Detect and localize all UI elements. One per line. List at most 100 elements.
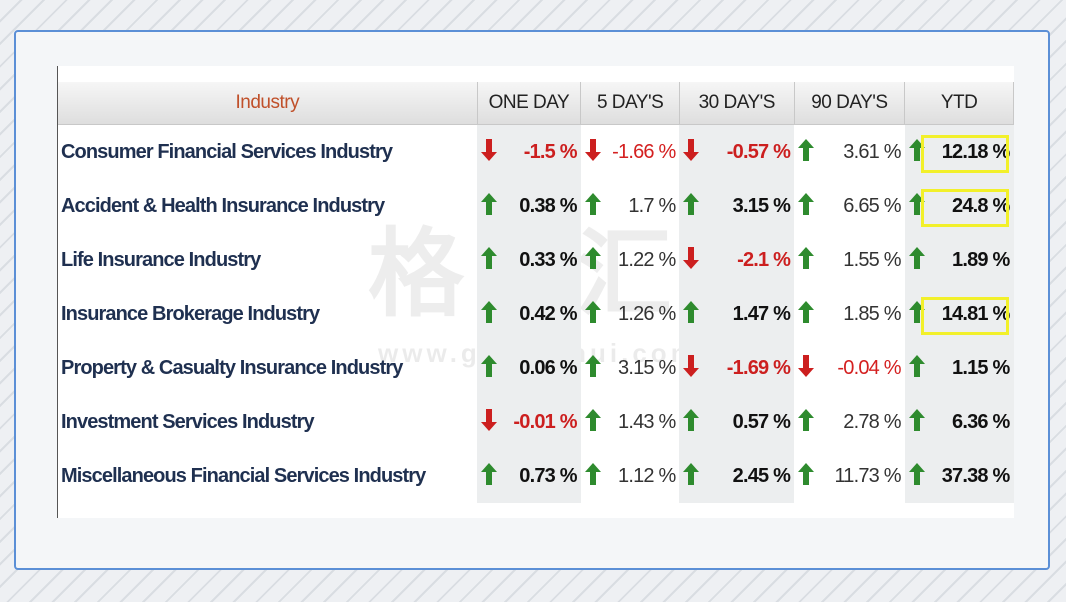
- arrow-up-icon: [683, 193, 700, 221]
- cell-5-days: 1.7 %: [581, 179, 680, 233]
- cell-value: -1.66 %: [612, 140, 676, 163]
- cell-value: 14.81 %: [941, 302, 1011, 325]
- cell-value: -0.04 %: [837, 356, 901, 379]
- cell-value: 1.26 %: [618, 302, 676, 325]
- cell-value: 6.65 %: [843, 194, 901, 217]
- cell-ytd: 37.38 %: [904, 449, 1014, 503]
- cell-30-days: 2.45 %: [679, 449, 795, 503]
- arrow-up-icon: [481, 301, 498, 329]
- arrow-up-icon: [481, 463, 498, 491]
- arrow-up-icon: [908, 247, 925, 275]
- arrow-up-icon: [798, 463, 815, 491]
- cell-value: 11.73 %: [834, 464, 901, 487]
- cell-value: 1.22 %: [618, 248, 676, 271]
- table-row: Insurance Brokerage Industry 0.42 % 1.26 %…: [58, 287, 1014, 341]
- cell-ytd: 6.36 %: [904, 395, 1014, 449]
- cell-90-days: 1.85 %: [794, 287, 905, 341]
- cell-value: 1.15 %: [952, 356, 1010, 379]
- header-30-days[interactable]: 30 DAY'S: [679, 82, 795, 125]
- arrow-down-icon: [584, 139, 601, 167]
- table-row: Miscellaneous Financial Services Industr…: [58, 449, 1014, 503]
- cell-one-day: 0.73 %: [477, 449, 581, 503]
- industry-performance-table: Industry ONE DAY 5 DAY'S 30 DAY'S 90 DAY…: [58, 82, 1014, 503]
- industry-name[interactable]: Accident & Health Insurance Industry: [61, 194, 385, 217]
- cell-value: -2.1 %: [737, 248, 791, 271]
- header-90-days[interactable]: 90 DAY'S: [794, 82, 906, 125]
- cell-one-day: -1.5 %: [477, 124, 581, 179]
- cell-value: 0.06 %: [519, 356, 577, 379]
- cell-one-day: -0.01 %: [477, 395, 581, 449]
- arrow-up-icon: [584, 355, 601, 383]
- cell-5-days: 1.12 %: [581, 449, 680, 503]
- industry-name[interactable]: Life Insurance Industry: [61, 248, 261, 271]
- cell-5-days: 1.43 %: [581, 395, 680, 449]
- cell-30-days: -0.57 %: [679, 124, 795, 179]
- table-row: Investment Services Industry -0.01 % 1.43 …: [58, 395, 1014, 449]
- cell-value: 1.12 %: [618, 464, 676, 487]
- table-row: Life Insurance Industry 0.33 % 1.22 % -2.1 …: [58, 233, 1014, 287]
- cell-value: 6.36 %: [952, 410, 1010, 433]
- cell-30-days: -2.1 %: [679, 233, 795, 287]
- arrow-up-icon: [908, 355, 925, 383]
- arrow-down-icon: [798, 355, 815, 383]
- header-ytd[interactable]: YTD: [904, 82, 1014, 125]
- cell-90-days: 6.65 %: [794, 179, 905, 233]
- arrow-up-icon: [798, 301, 815, 329]
- cell-ytd: 14.81 %: [904, 287, 1014, 341]
- arrow-up-icon: [481, 247, 498, 275]
- cell-90-days: 3.61 %: [794, 125, 905, 180]
- cell-one-day: 0.33 %: [477, 233, 581, 287]
- cell-ytd: 12.18 %: [904, 124, 1014, 179]
- arrow-down-icon: [481, 139, 498, 167]
- arrow-up-icon: [481, 355, 498, 383]
- table-row: Consumer Financial Services Industry -1.5…: [58, 124, 1014, 180]
- arrow-up-icon: [584, 247, 601, 275]
- cell-value: 0.38 %: [519, 194, 577, 217]
- arrow-up-icon: [481, 193, 498, 221]
- cell-90-days: 2.78 %: [794, 395, 905, 449]
- table-header-row: Industry ONE DAY 5 DAY'S 30 DAY'S 90 DAY…: [58, 82, 1014, 125]
- cell-5-days: -1.66 %: [581, 125, 680, 180]
- cell-value: 3.15 %: [618, 356, 676, 379]
- arrow-up-icon: [798, 409, 815, 437]
- arrow-up-icon: [683, 301, 700, 329]
- cell-value: 0.33 %: [519, 248, 577, 271]
- header-one-day[interactable]: ONE DAY: [477, 82, 582, 125]
- cell-value: 2.45 %: [732, 464, 791, 487]
- arrow-up-icon: [798, 139, 815, 167]
- table-row: Accident & Health Insurance Industry 0.38…: [58, 179, 1014, 233]
- cell-one-day: 0.06 %: [477, 341, 581, 395]
- arrow-up-icon: [584, 463, 601, 491]
- header-5-days[interactable]: 5 DAY'S: [580, 82, 680, 125]
- arrow-up-icon: [798, 247, 815, 275]
- cell-value: 12.18 %: [941, 140, 1011, 163]
- industry-performance-panel: 格隆汇 www.gelonghui.com Industry ONE DAY 5…: [57, 66, 1014, 518]
- cell-30-days: 1.47 %: [679, 287, 795, 341]
- industry-name[interactable]: Insurance Brokerage Industry: [61, 302, 320, 325]
- arrow-down-icon: [683, 247, 700, 275]
- industry-name[interactable]: Consumer Financial Services Industry: [61, 140, 393, 163]
- cell-value: -0.01 %: [513, 410, 577, 433]
- arrow-up-icon: [584, 409, 601, 437]
- industry-name[interactable]: Miscellaneous Financial Services Industr…: [61, 464, 426, 487]
- ytd-highlight-box: [920, 189, 1009, 227]
- arrow-up-icon: [683, 463, 700, 491]
- ytd-highlight-box: [920, 297, 1009, 335]
- header-industry[interactable]: Industry: [58, 82, 478, 125]
- cell-value: 1.85 %: [843, 302, 901, 325]
- arrow-up-icon: [584, 301, 601, 329]
- cell-value: 3.15 %: [732, 194, 791, 217]
- cell-90-days: -0.04 %: [794, 341, 905, 395]
- cell-one-day: 0.42 %: [477, 287, 581, 341]
- cell-value: -1.5 %: [523, 140, 578, 163]
- cell-value: 1.7 %: [628, 194, 676, 217]
- cell-30-days: 3.15 %: [679, 179, 795, 233]
- cell-30-days: -1.69 %: [679, 341, 795, 395]
- arrow-down-icon: [481, 409, 498, 437]
- industry-name[interactable]: Property & Casualty Insurance Industry: [61, 356, 403, 379]
- cell-5-days: 1.26 %: [581, 287, 680, 341]
- cell-value: -0.57 %: [726, 140, 791, 163]
- industry-name[interactable]: Investment Services Industry: [61, 410, 315, 433]
- cell-ytd: 1.15 %: [904, 341, 1014, 395]
- cell-value: 37.38 %: [941, 464, 1011, 487]
